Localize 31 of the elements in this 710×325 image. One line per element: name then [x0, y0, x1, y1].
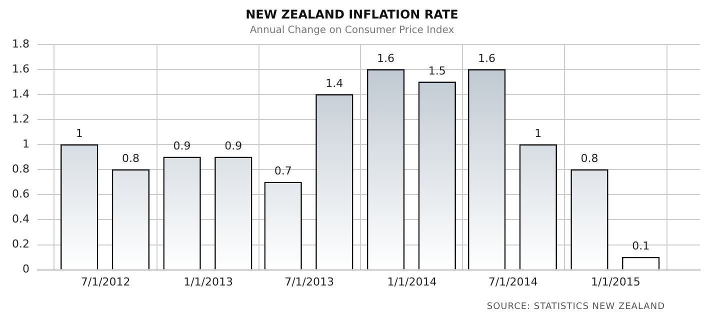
data-label: 0.9 [173, 139, 191, 152]
y-tick-label: 1 [22, 137, 30, 150]
data-label: 0.8 [580, 152, 598, 165]
data-label: 0.1 [632, 240, 650, 253]
y-tick-label: 1.4 [12, 87, 30, 100]
x-tick-label: 7/1/2012 [80, 275, 130, 288]
y-tick-label: 0 [22, 262, 30, 276]
chart-subtitle: Annual Change on Consumer Price Index [250, 24, 454, 36]
x-tick-label: 7/1/2013 [284, 275, 334, 288]
y-tick-label: 0.6 [12, 188, 30, 201]
data-label: 1.4 [326, 76, 344, 90]
y-tick-label: 0.2 [12, 238, 30, 251]
x-tick-label: 1/1/2014 [387, 275, 437, 288]
data-label: 1.6 [478, 52, 496, 65]
x-tick-label: 1/1/2013 [184, 275, 233, 288]
data-label: 1 [534, 126, 542, 140]
data-label: 1.5 [428, 64, 446, 78]
data-label: 0.8 [122, 152, 140, 165]
y-tick-label: 0.4 [12, 212, 30, 226]
y-tick-label: 1.2 [12, 112, 30, 126]
data-label: 0.7 [274, 164, 292, 178]
data-label: 0.9 [224, 139, 242, 152]
chart-title: NEW ZEALAND INFLATION RATE [246, 7, 458, 22]
data-label: 1.6 [377, 52, 395, 65]
data-label: 1 [76, 126, 83, 140]
y-tick-label: 1.8 [12, 37, 30, 50]
source-note: SOURCE: STATISTICS NEW ZEALAND [486, 302, 665, 312]
y-tick-label: 0.8 [12, 162, 30, 176]
x-tick-label: 7/1/2014 [488, 275, 538, 288]
x-tick-label: 1/1/2015 [591, 275, 640, 288]
y-tick-label: 1.6 [12, 62, 30, 76]
